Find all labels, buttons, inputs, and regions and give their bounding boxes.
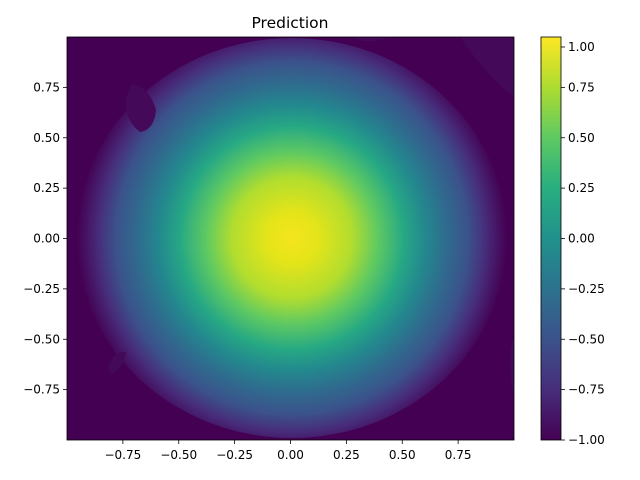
y-tick-label: 0.50 (33, 131, 60, 145)
colorbar-tick-label: −0.75 (568, 383, 605, 397)
contour-artifact (510, 336, 514, 396)
chart-title: Prediction (251, 14, 328, 32)
contour-artifact (352, 37, 388, 42)
colorbar-tick-label: −0.50 (568, 332, 605, 346)
y-tick-label: −0.50 (23, 332, 60, 346)
x-tick-label: 0.75 (445, 448, 472, 462)
y-tick-label: −0.25 (23, 282, 60, 296)
x-tick-label: 0.00 (277, 448, 304, 462)
colorbar (541, 37, 561, 440)
colorbar-tick-label: 0.00 (568, 232, 595, 246)
colorbar-tick-label: 0.50 (568, 131, 595, 145)
contour-artifact (125, 84, 156, 132)
x-tick-label: −0.50 (160, 448, 197, 462)
x-tick-label: −0.25 (216, 448, 253, 462)
x-tick-label: 0.25 (333, 448, 360, 462)
y-tick-label: 0.00 (33, 232, 60, 246)
y-tick-label: −0.75 (23, 383, 60, 397)
colorbar-tick-label: 1.00 (568, 40, 595, 54)
contour-artifact (460, 37, 514, 96)
y-axis: 0.75 0.50 0.25 0.00 −0.25 −0.50 −0.75 (23, 80, 67, 397)
x-axis: −0.75 −0.50 −0.25 0.00 0.25 0.50 0.75 (104, 440, 471, 462)
x-tick-label: −0.75 (104, 448, 141, 462)
x-tick-label: 0.50 (389, 448, 416, 462)
colorbar-tick-label: −1.00 (568, 433, 605, 447)
y-tick-label: 0.25 (33, 181, 60, 195)
heatmap-area (67, 37, 514, 440)
prediction-bump (77, 38, 507, 438)
y-tick-label: 0.75 (33, 80, 60, 94)
colorbar-axis: 1.00 0.75 0.50 0.25 0.00 −0.25 −0.50 −0.75 −1.00 (561, 40, 605, 447)
colorbar-tick-label: −0.25 (568, 282, 605, 296)
contour-artifact (108, 351, 126, 374)
colorbar-tick-label: 0.75 (568, 80, 595, 94)
colorbar-tick-label: 0.25 (568, 181, 595, 195)
